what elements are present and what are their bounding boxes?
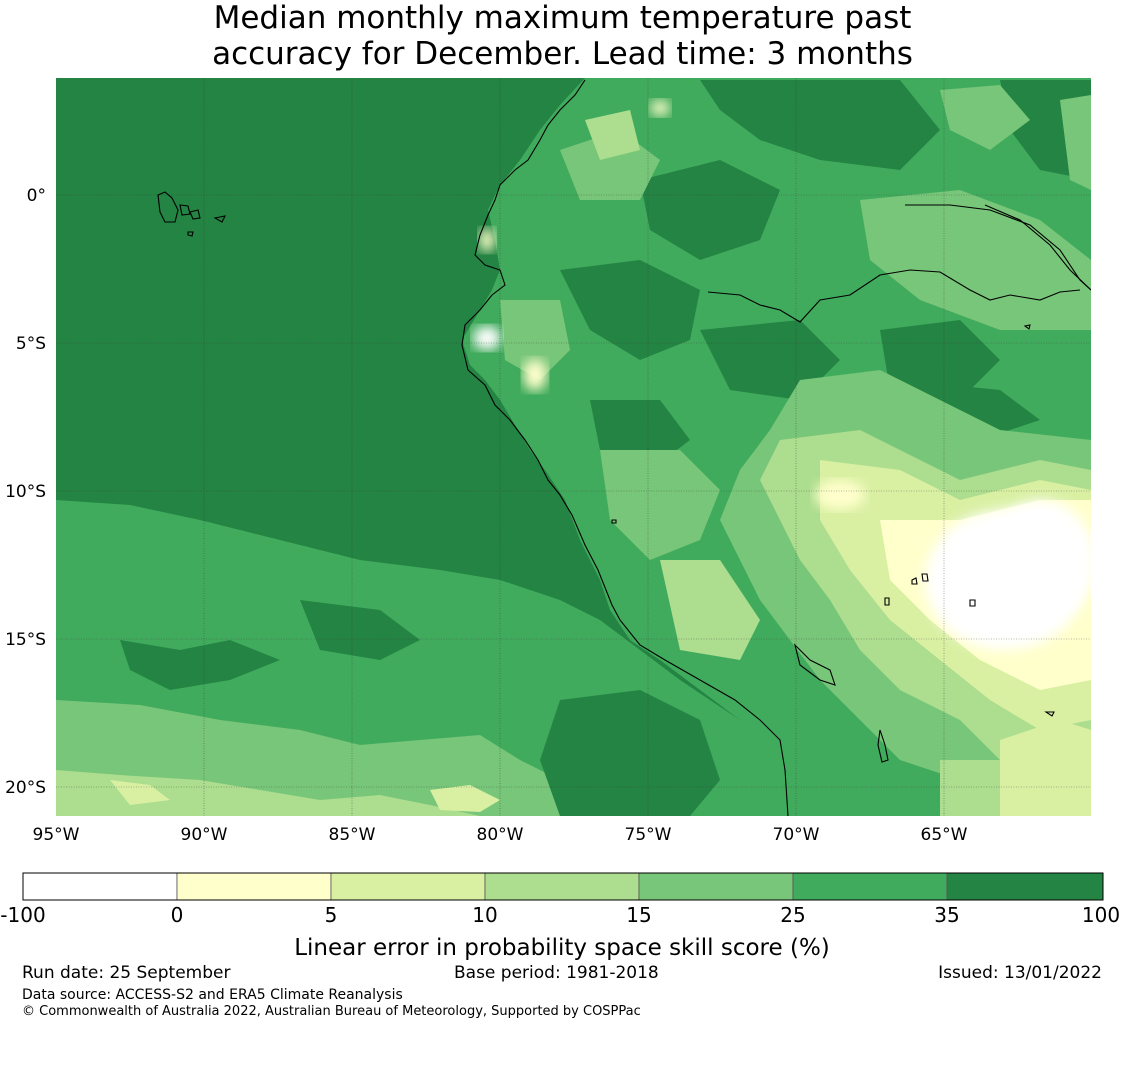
map-title: Median monthly maximum temperature past … [0,0,1125,72]
lon-tick-label: 75°W [625,825,672,845]
colorbar-frame [22,872,1104,901]
lon-tick-label: 80°W [477,825,524,845]
colorbar-title: Linear error in probability space skill … [294,935,830,961]
colorbar-tick-label: 100 [1082,903,1120,927]
colorbar-tick-label: 10 [472,903,497,927]
colorbar-segment [484,872,640,901]
colorbar-segment [330,872,486,901]
coastline [157,79,1091,816]
lat-tick-label: 10°S [5,482,46,502]
colorbar-segment [792,872,948,901]
lat-tick-label: 5°S [16,334,46,354]
colorbar-tick-label: -100 [0,903,45,927]
lon-tick-label: 70°W [773,825,820,845]
issued-date: Issued: 13/01/2022 [938,963,1102,983]
lat-tick-label: 0° [27,186,46,206]
lon-tick-label: 85°W [329,825,376,845]
title-line-2: accuracy for December. Lead time: 3 mont… [212,36,913,72]
colorbar-tick-label: 0 [171,903,184,927]
colorbar-tick-label: 35 [934,903,959,927]
colorbar-segment [638,872,794,901]
map-gridlines [56,78,1091,816]
lon-tick-label: 90°W [181,825,228,845]
colorbar-segment [946,872,1104,901]
lat-tick-label: 15°S [5,630,46,650]
lat-tick-label: 20°S [5,778,46,798]
colorbar-tick-label: 5 [325,903,338,927]
title-line-1: Median monthly maximum temperature past [213,0,912,36]
colorbar-segment [176,872,332,901]
colorbar-segment [22,872,178,901]
lon-tick-label: 95°W [33,825,80,845]
map-plot-area [56,78,1091,816]
data-source: Data source: ACCESS-S2 and ERA5 Climate … [22,987,403,1003]
negative-skill-blobs [473,100,1091,650]
colorbar: -100 0 5 10 15 25 35 100 Linear error in… [0,872,1120,961]
longitude-axis: 95°W 90°W 85°W 80°W 75°W 70°W 65°W [33,825,968,845]
lon-tick-label: 65°W [921,825,968,845]
run-date: Run date: 25 September [22,963,231,983]
base-period: Base period: 1981-2018 [454,963,659,983]
latitude-axis: 0° 5°S 10°S 15°S 20°S [5,186,46,798]
copyright: © Commonwealth of Australia 2022, Austra… [22,1004,641,1019]
colorbar-tick-label: 15 [626,903,651,927]
colorbar-tick-label: 25 [780,903,805,927]
